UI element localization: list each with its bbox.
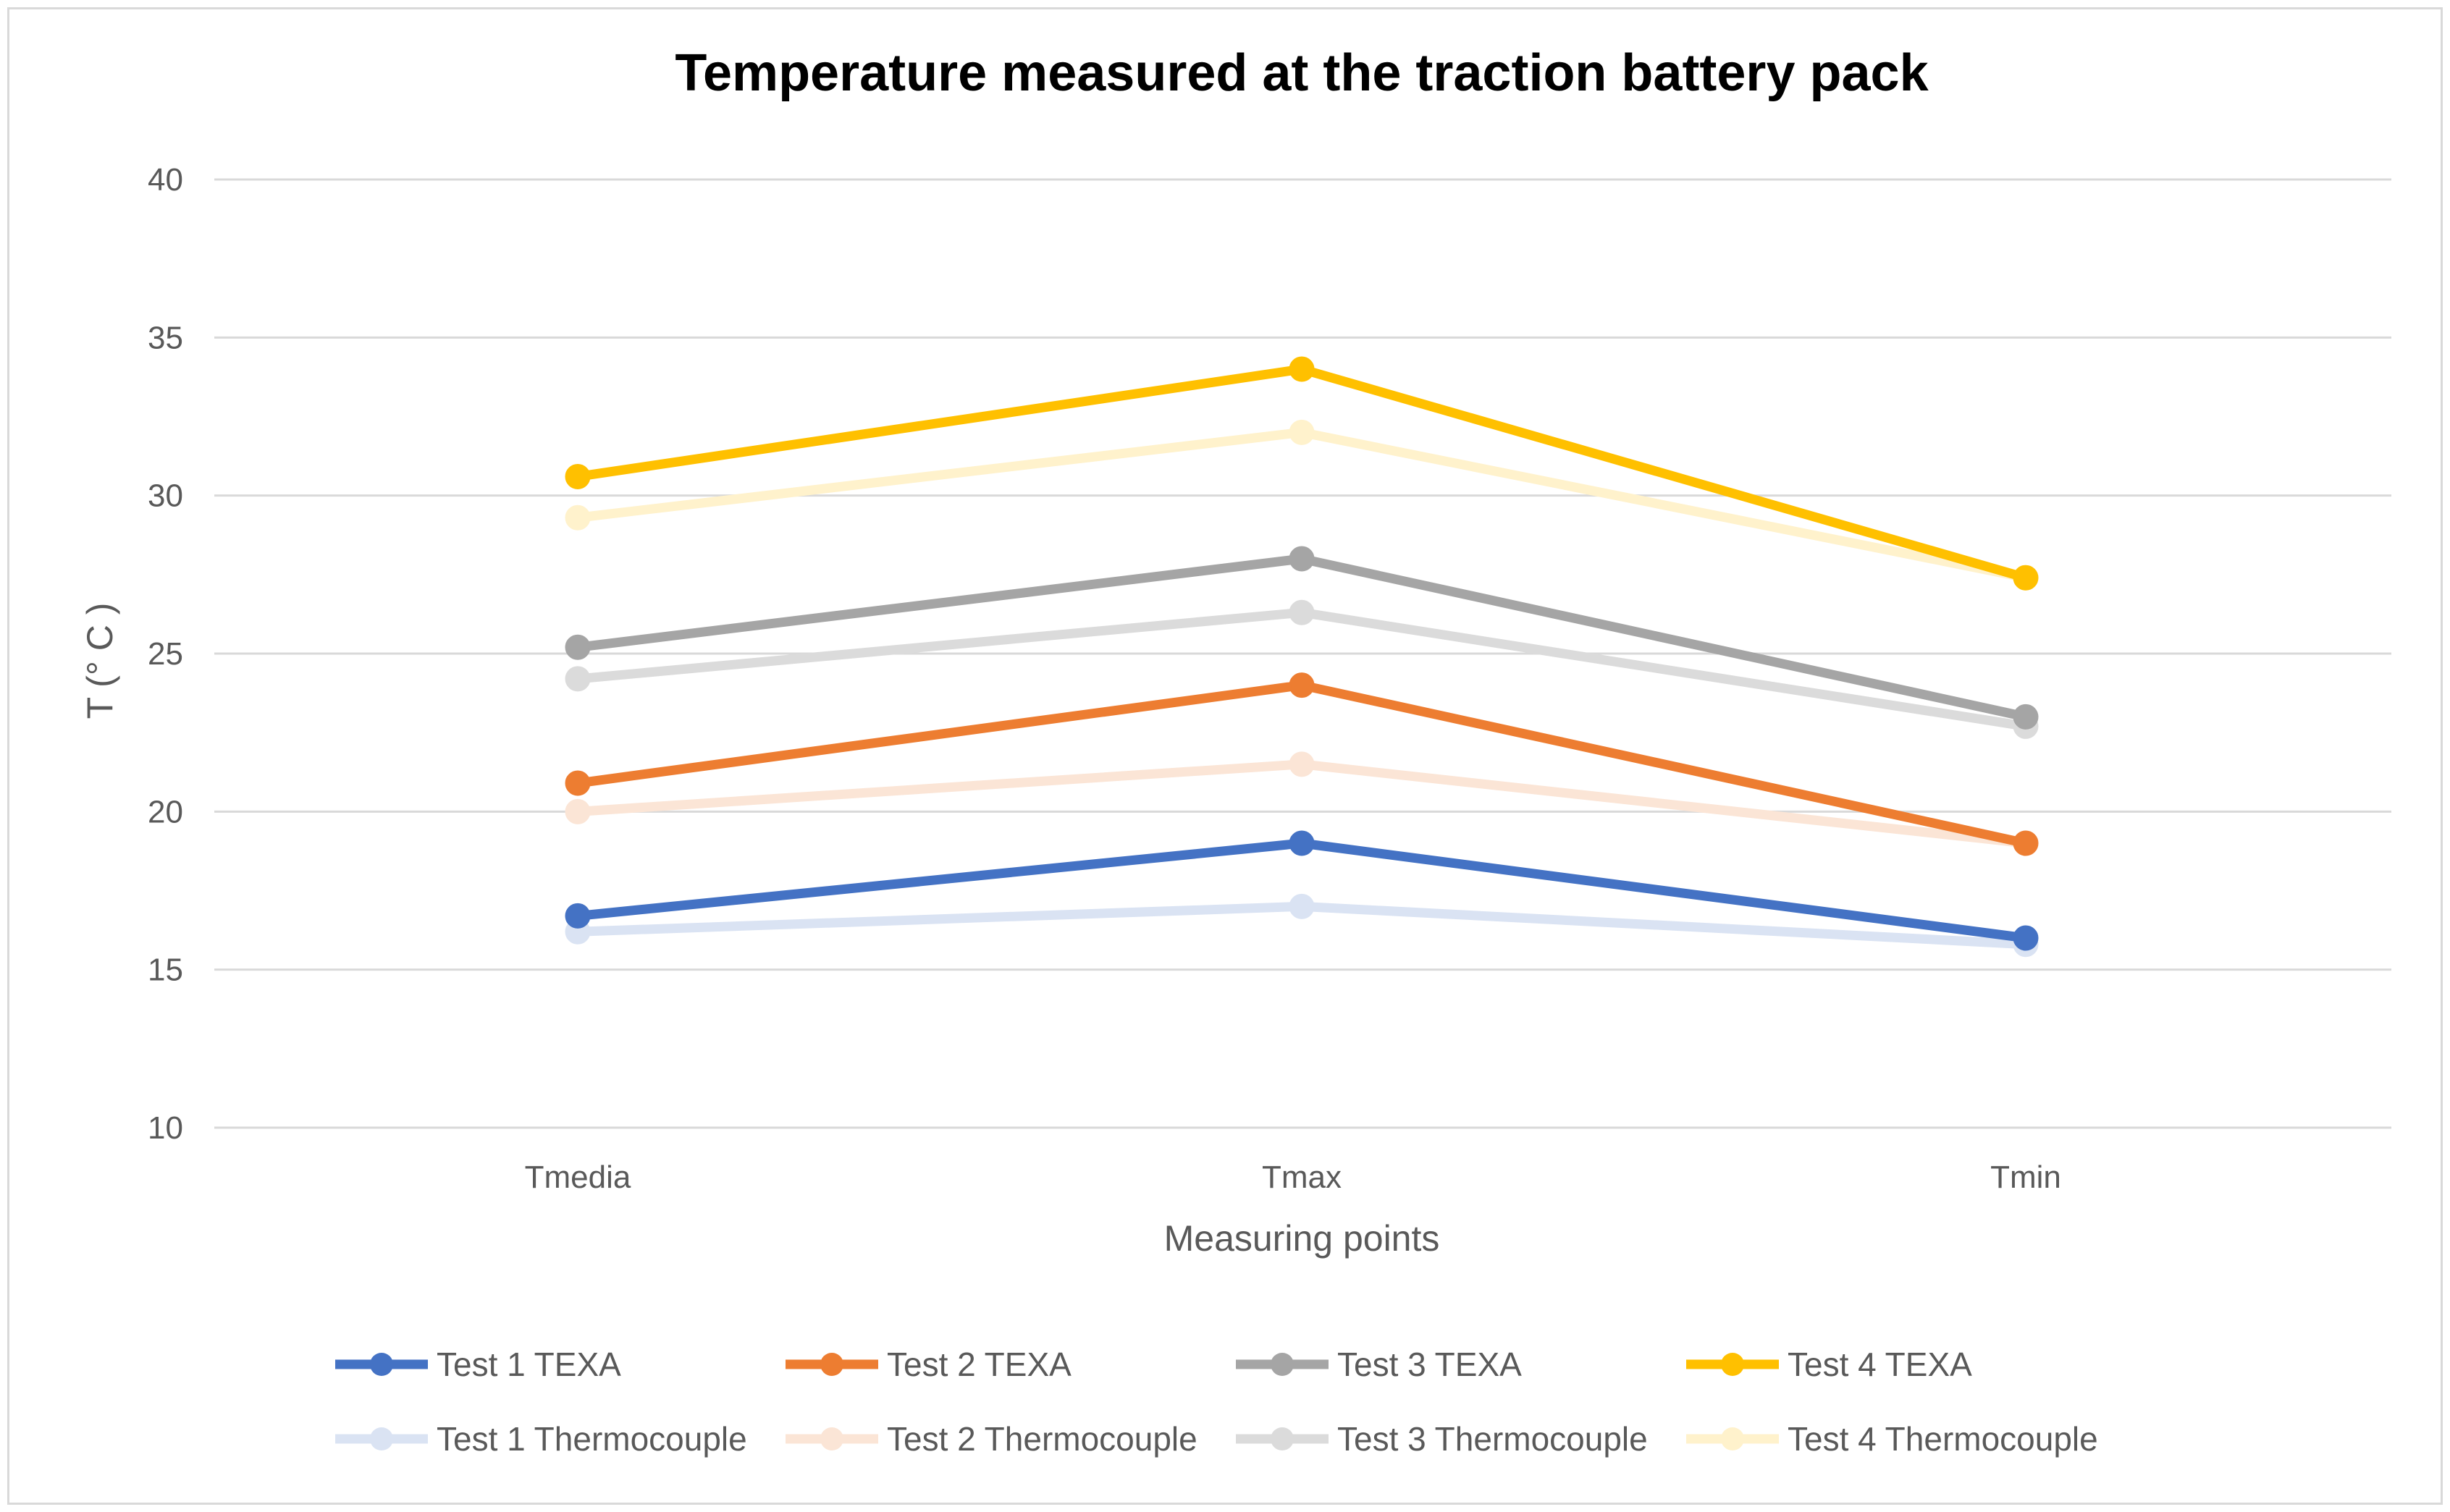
legend-item-test-4-thermocouple: Test 4 Thermocouple — [1686, 1420, 2098, 1458]
point-test-1-texa-tmin — [2013, 925, 2039, 951]
legend-item-test-2-thermocouple: Test 2 Thermocouple — [786, 1420, 1197, 1458]
point-test-3-thermocouple-tmax — [1289, 599, 1315, 625]
series-test-3-thermocouple — [565, 599, 2039, 739]
chart-title: Temperature measured at the traction bat… — [675, 44, 1929, 102]
y-tick-label-15: 15 — [148, 953, 183, 988]
point-test-2-thermocouple-tmedia — [565, 798, 591, 824]
point-test-1-texa-tmedia — [565, 903, 591, 929]
series-layer — [565, 356, 2039, 958]
y-tick-label-35: 35 — [148, 320, 183, 355]
point-test-4-thermocouple-tmax — [1289, 419, 1315, 445]
legend-label: Test 2 Thermocouple — [887, 1420, 1197, 1458]
point-test-3-thermocouple-tmedia — [565, 666, 591, 692]
x-tick-labels: Tmedia Tmax Tmin — [525, 1160, 2061, 1195]
legend-label: Test 1 TEXA — [437, 1346, 621, 1383]
x-tick-label-tmin: Tmin — [1990, 1160, 2061, 1195]
point-test-4-thermocouple-tmedia — [565, 504, 591, 531]
legend-item-test-4-texa: Test 4 TEXA — [1686, 1346, 1972, 1383]
legend-swatch-marker — [1721, 1353, 1744, 1376]
legend-swatch-marker — [1721, 1427, 1744, 1450]
series-test-4-texa — [565, 356, 2039, 591]
point-test-3-texa-tmedia — [565, 634, 591, 660]
x-tick-label-tmedia: Tmedia — [525, 1160, 631, 1195]
point-test-2-thermocouple-tmax — [1289, 751, 1315, 777]
legend-swatch-marker — [820, 1353, 843, 1376]
series-test-3-texa — [565, 546, 2039, 730]
legend-label: Test 4 Thermocouple — [1788, 1420, 2098, 1458]
legend-swatch-marker — [370, 1427, 393, 1450]
y-tick-label-30: 30 — [148, 478, 183, 514]
legend: Test 1 TEXA Test 2 TEXA Test 3 TEXA Test 4 … — [335, 1346, 2098, 1458]
legend-label: Test 3 Thermocouple — [1337, 1420, 1648, 1458]
point-test-1-texa-tmax — [1289, 830, 1315, 856]
series-test-1-texa — [565, 830, 2039, 951]
legend-label: Test 1 Thermocouple — [437, 1420, 747, 1458]
chart-frame: Temperature measured at the traction bat… — [7, 7, 2443, 1505]
x-axis-title: Measuring points — [1164, 1218, 1440, 1259]
point-test-2-texa-tmin — [2013, 830, 2039, 856]
point-test-4-texa-tmax — [1289, 356, 1315, 382]
legend-item-test-2-texa: Test 2 TEXA — [786, 1346, 1072, 1383]
point-test-3-texa-tmax — [1289, 546, 1315, 572]
legend-item-test-1-texa: Test 1 TEXA — [335, 1346, 621, 1383]
legend-label: Test 3 TEXA — [1337, 1346, 1522, 1383]
legend-item-test-3-texa: Test 3 TEXA — [1236, 1346, 1522, 1383]
point-test-4-texa-tmedia — [565, 463, 591, 489]
legend-swatch-marker — [370, 1353, 393, 1376]
point-test-3-texa-tmin — [2013, 704, 2039, 730]
y-tick-label-10: 10 — [148, 1110, 183, 1146]
y-tick-label-40: 40 — [148, 162, 183, 198]
point-test-2-texa-tmax — [1289, 672, 1315, 698]
legend-label: Test 2 TEXA — [887, 1346, 1072, 1383]
point-test-4-texa-tmin — [2013, 565, 2039, 591]
point-test-1-thermocouple-tmax — [1289, 893, 1315, 919]
x-tick-label-tmax: Tmax — [1262, 1160, 1342, 1195]
point-test-2-texa-tmedia — [565, 770, 591, 796]
y-tick-label-20: 20 — [148, 794, 183, 829]
grid-layer — [214, 178, 2391, 1129]
legend-label: Test 4 TEXA — [1788, 1346, 1972, 1383]
chart-svg: Temperature measured at the traction bat… — [80, 44, 2391, 1458]
legend-item-test-1-thermocouple: Test 1 Thermocouple — [335, 1420, 747, 1458]
legend-swatch-marker — [1271, 1427, 1294, 1450]
legend-swatch-marker — [820, 1427, 843, 1450]
y-axis-title: T (° C ) — [80, 603, 120, 719]
y-tick-labels: 10 15 20 25 30 35 40 — [148, 162, 183, 1146]
series-test-2-texa — [565, 672, 2039, 856]
y-tick-label-25: 25 — [148, 636, 183, 672]
legend-swatch-marker — [1271, 1353, 1294, 1376]
series-test-1-thermocouple — [565, 893, 2039, 958]
legend-item-test-3-thermocouple: Test 3 Thermocouple — [1236, 1420, 1648, 1458]
